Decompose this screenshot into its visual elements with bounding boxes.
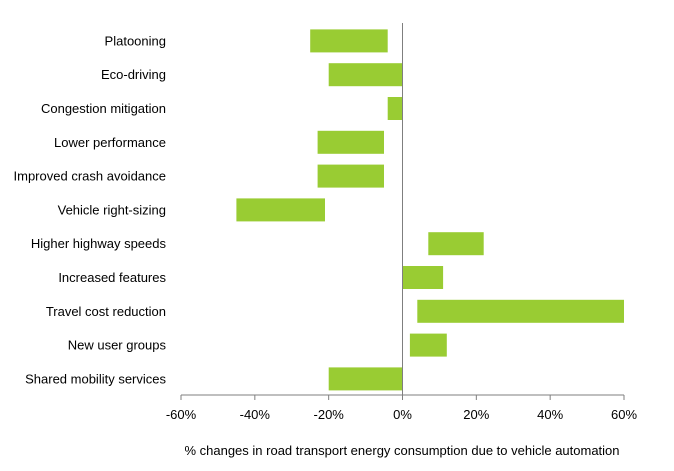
x-tick-label: -20% xyxy=(314,407,345,422)
x-tick-label: 40% xyxy=(537,407,563,422)
bar-eco-driving xyxy=(328,63,403,87)
category-label-platooning: Platooning xyxy=(105,33,166,48)
category-label-lower-performance: Lower performance xyxy=(54,135,166,150)
bar-shared-mobility-services xyxy=(328,367,403,391)
bar-platooning xyxy=(310,29,388,53)
category-label-vehicle-right-sizing: Vehicle right-sizing xyxy=(58,202,166,217)
bar-travel-cost-reduction xyxy=(417,299,624,323)
category-label-congestion-mitigation: Congestion mitigation xyxy=(41,101,166,116)
category-label-improved-crash-avoidance: Improved crash avoidance xyxy=(14,169,166,184)
x-tick-label: 20% xyxy=(463,407,489,422)
x-axis-title: % changes in road transport energy consu… xyxy=(184,443,619,458)
bar-lower-performance xyxy=(317,130,384,154)
category-labels: Platooning Eco-driving Congestion mitigati… xyxy=(14,33,167,386)
bars-layer xyxy=(236,29,624,391)
x-tick-label: 0% xyxy=(393,407,412,422)
bar-higher-highway-speeds xyxy=(428,232,484,256)
x-tick-label: -60% xyxy=(166,407,197,422)
bar-congestion-mitigation xyxy=(387,97,403,120)
category-label-higher-highway-speeds: Higher highway speeds xyxy=(31,236,167,251)
category-label-travel-cost-reduction: Travel cost reduction xyxy=(46,304,166,319)
x-tick-label: 60% xyxy=(611,407,637,422)
x-tick-labels: -60% -40% -20% 0% 20% 40% 60% xyxy=(166,407,638,422)
category-label-eco-driving: Eco-driving xyxy=(101,67,166,82)
bar-new-user-groups xyxy=(409,333,447,357)
bar-increased-features xyxy=(402,266,444,289)
bar-vehicle-right-sizing xyxy=(236,198,325,222)
category-label-increased-features: Increased features xyxy=(58,270,166,285)
category-label-shared-mobility-services: Shared mobility services xyxy=(25,371,166,386)
axis-layer xyxy=(180,23,625,400)
x-tick-label: -40% xyxy=(240,407,271,422)
category-label-new-user-groups: New user groups xyxy=(68,338,167,353)
bar-improved-crash-avoidance xyxy=(317,164,384,188)
